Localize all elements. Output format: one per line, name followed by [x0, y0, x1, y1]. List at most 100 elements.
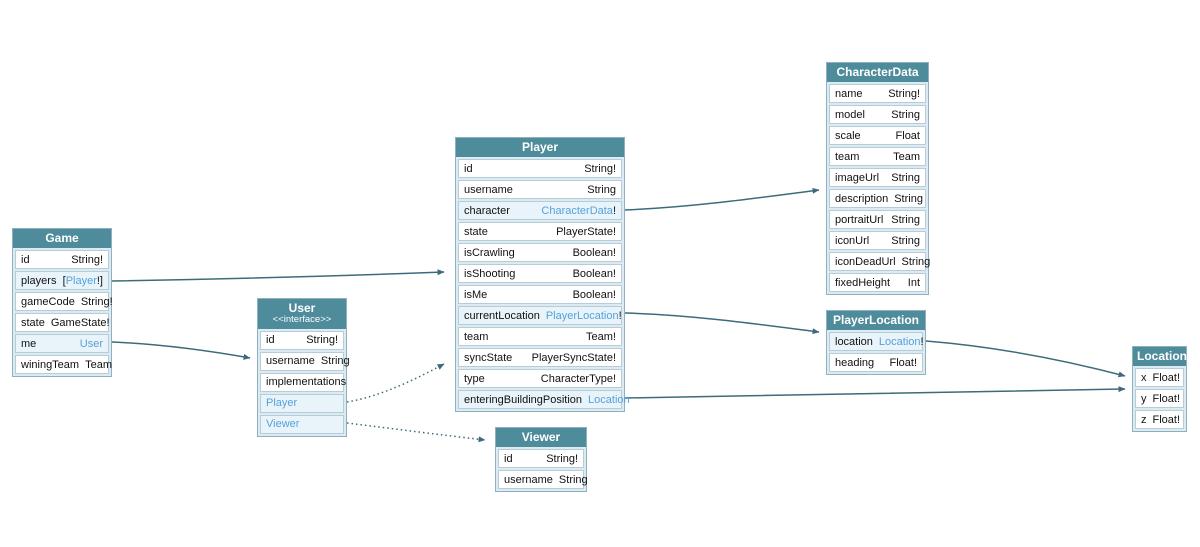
field-type: User	[80, 338, 103, 350]
field-row-enteringBuildingPosition[interactable]: enteringBuildingPosition Location	[458, 390, 630, 410]
type-suffix: Team	[85, 358, 112, 371]
table-header-viewer[interactable]: Viewer	[496, 428, 586, 448]
field-name: location	[835, 335, 873, 348]
field-row-description: description String	[829, 189, 926, 209]
table-rows: name String! model String scale Float team Team…	[827, 84, 931, 294]
table-rows: id String! username String implementations Pl…	[258, 330, 350, 436]
table-header-game[interactable]: Game	[13, 229, 111, 249]
type-suffix: String	[894, 192, 923, 205]
field-type: Boolean!	[573, 289, 616, 301]
field-row-Player[interactable]: Player	[260, 393, 344, 413]
field-row-name: name String!	[829, 84, 926, 104]
type-suffix: String	[587, 183, 616, 196]
type-suffix: String	[901, 255, 931, 268]
type-link[interactable]: Location	[588, 393, 630, 406]
field-type: String	[559, 474, 588, 486]
field-type: Boolean!	[573, 247, 616, 259]
field-row-z: z Float!	[1135, 410, 1184, 430]
type-suffix: Float!	[1152, 371, 1181, 384]
field-name: z	[1141, 413, 1147, 426]
field-row-location[interactable]: location Location!	[829, 332, 924, 352]
table-rows: id String! username String character Characte…	[456, 159, 630, 411]
field-type: String	[587, 184, 616, 196]
type-suffix: String!	[888, 87, 920, 100]
table-title: PlayerLocation	[832, 313, 920, 327]
field-row-me[interactable]: me User	[15, 334, 109, 354]
edge-playerlocation-location-to-location	[925, 340, 1126, 378]
type-suffix: String!	[306, 334, 338, 347]
field-row-username: username String	[458, 180, 622, 200]
type-link[interactable]: PlayerLocation	[545, 309, 619, 322]
field-type: Team	[893, 151, 920, 163]
type-link[interactable]: CharacterData	[541, 204, 613, 217]
field-name: username	[266, 355, 315, 368]
field-type: Boolean!	[573, 268, 616, 280]
type-suffix: String!	[71, 253, 103, 266]
field-name: type	[464, 372, 485, 385]
field-type: String!	[584, 163, 616, 175]
type-bracket: [	[62, 274, 66, 287]
field-type: PlayerLocation!	[546, 310, 622, 322]
field-name: winingTeam	[21, 358, 80, 371]
field-row-Viewer[interactable]: Viewer	[260, 414, 344, 434]
table-rows: location Location! heading Float!	[827, 332, 925, 374]
edge-user-player-to-player	[346, 363, 445, 403]
edge-player-currentlocation-to-playerlocation	[624, 312, 820, 335]
type-table-viewer: Viewer id String! username String	[495, 427, 588, 493]
edge-game-players-to-player	[111, 269, 445, 282]
type-link[interactable]: Player	[65, 274, 97, 287]
field-row-portraitUrl: portraitUrl String	[829, 210, 926, 230]
type-suffix: !]	[96, 274, 103, 287]
field-name: username	[464, 183, 513, 196]
table-title: Location	[1137, 349, 1187, 363]
field-type: String	[321, 355, 350, 367]
field-row-isCrawling: isCrawling Boolean!	[458, 243, 622, 263]
type-suffix: String!	[584, 162, 616, 175]
field-type: CharacterData!	[541, 205, 616, 217]
field-type: Float	[896, 130, 920, 142]
field-name: character	[464, 204, 510, 217]
type-suffix: Boolean!	[572, 246, 616, 259]
type-suffix: String	[891, 213, 920, 226]
field-name: implementations	[266, 376, 347, 389]
table-header-user[interactable]: User <<interface>>	[258, 299, 346, 329]
type-suffix: Boolean!	[572, 288, 616, 301]
field-name: id	[266, 334, 275, 347]
field-row-players[interactable]: players [Player!]	[15, 271, 109, 291]
field-type: String	[891, 109, 920, 121]
field-row-type: type CharacterType!	[458, 369, 622, 389]
type-link[interactable]: User	[79, 337, 103, 350]
field-name: state	[21, 316, 45, 329]
field-name-link[interactable]: Viewer	[266, 418, 300, 431]
type-suffix: PlayerState!	[556, 225, 616, 238]
type-link[interactable]: Location	[878, 335, 921, 348]
type-suffix: String	[891, 171, 920, 184]
field-type: PlayerSyncState!	[532, 352, 616, 364]
field-type: Float!	[1153, 393, 1181, 405]
type-suffix: Boolean!	[572, 267, 616, 280]
type-suffix: !	[618, 309, 622, 322]
type-suffix: Team	[893, 150, 920, 163]
field-row-currentLocation[interactable]: currentLocation PlayerLocation!	[458, 306, 622, 326]
table-header-player[interactable]: Player	[456, 138, 624, 158]
field-name-link[interactable]: Player	[266, 397, 298, 410]
table-header-location[interactable]: Location	[1133, 347, 1187, 367]
field-name: enteringBuildingPosition	[464, 393, 583, 406]
table-header-playerlocation[interactable]: PlayerLocation	[827, 311, 925, 331]
field-name: fixedHeight	[835, 276, 891, 289]
type-table-game: Game id String! players [Player!] gameCode Str…	[12, 228, 113, 378]
field-name: isCrawling	[464, 246, 515, 259]
field-name: syncState	[464, 351, 513, 364]
edge-game-me-to-user	[111, 341, 251, 360]
type-table-location: Location x Float! y Float! z Float!	[1132, 346, 1187, 433]
field-row-model: model String	[829, 105, 926, 125]
field-name: team	[464, 330, 489, 343]
table-header-characterdata[interactable]: CharacterData	[827, 63, 928, 83]
field-type: Location	[588, 394, 630, 406]
type-suffix: !	[612, 204, 616, 217]
type-suffix: GameState!	[50, 316, 110, 329]
field-row-character[interactable]: character CharacterData!	[458, 201, 622, 221]
table-title: User	[288, 301, 316, 315]
field-type: String!	[546, 453, 578, 465]
